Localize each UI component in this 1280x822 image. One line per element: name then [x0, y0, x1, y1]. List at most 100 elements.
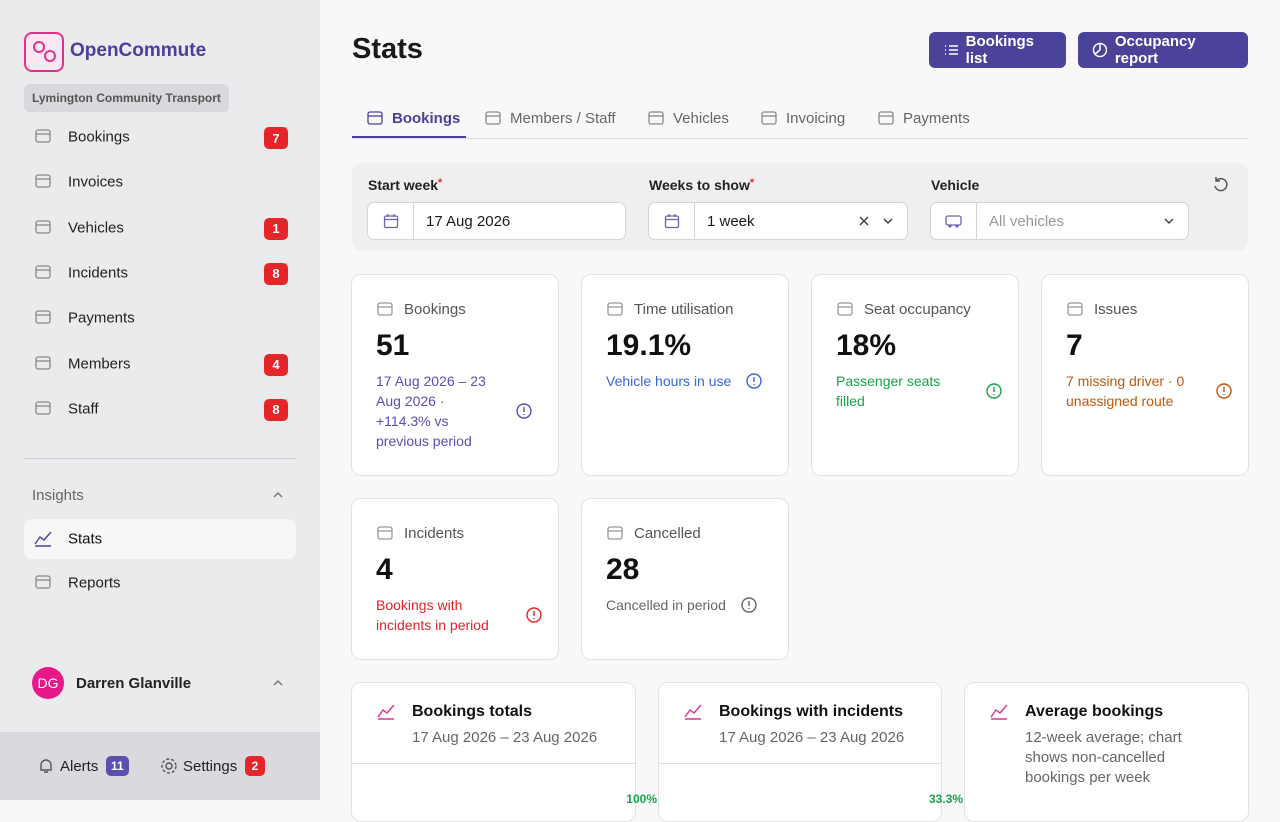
stat-value: 7 [1066, 329, 1083, 362]
stat-value: 51 [376, 329, 410, 362]
alerts-link[interactable]: Alerts [60, 758, 99, 775]
stat-icon [606, 300, 624, 318]
stat-card: Issues 7 7 missing driver · 0 unassigned r… [1041, 274, 1249, 476]
chevron[interactable] [272, 677, 284, 689]
description-icon [1215, 382, 1233, 400]
stat-header: Incidents [376, 524, 464, 542]
input-value: 17 Aug 2026 [426, 212, 511, 230]
stat-description: 7 missing driver · 0 unassigned route [1066, 371, 1233, 411]
tab[interactable]: Payments [877, 109, 970, 127]
icon-graphic [878, 111, 894, 125]
settings-badge: 2 [245, 756, 265, 776]
tab-label: Members / Staff [510, 109, 616, 127]
stat-description: Cancelled in period [606, 595, 758, 615]
input-icon [368, 203, 414, 239]
panel-subtitle: 17 Aug 2026 – 23 Aug 2026 [719, 729, 905, 746]
nav-link[interactable]: Reports [68, 574, 121, 592]
filter-label: Weeks to show* [649, 177, 754, 193]
nav-badge: 4 [264, 353, 288, 376]
tab-label: Vehicles [673, 109, 729, 127]
tab[interactable]: Vehicles [647, 109, 729, 127]
nav-icon [34, 308, 52, 326]
panel-title: Bookings totals [412, 703, 533, 720]
stat-icon [376, 300, 394, 318]
section-label[interactable]: Insights [32, 487, 84, 504]
icon-graphic [35, 129, 51, 143]
nav-link[interactable]: Incidents [68, 264, 129, 282]
stat-label: Time utilisation [634, 300, 734, 318]
nav-icon [34, 399, 52, 417]
avatar[interactable]: DG [32, 667, 64, 699]
icon-graphic [377, 526, 393, 540]
icon-graphic [377, 704, 395, 720]
nav-link[interactable]: Bookings [68, 128, 130, 146]
chevron[interactable] [881, 214, 895, 228]
bookings-list-button[interactable]: Bookings list [929, 32, 1066, 68]
brand-name[interactable]: OpenCommute [70, 40, 207, 61]
stat-card: Bookings 51 17 Aug 2026 – 23 Aug 2026 · +1… [351, 274, 559, 476]
panel-title: Bookings with incidents [719, 703, 904, 720]
filter-label: Start week* [368, 177, 442, 193]
stat-card: Incidents 4 Bookings with incidents in per… [351, 498, 559, 660]
organization-chip[interactable]: Lymington Community Transport [24, 84, 229, 112]
vehicle-select[interactable]: All vehicles [930, 202, 1189, 240]
calendar-icon [383, 214, 398, 229]
nav-link[interactable]: Staff [68, 400, 99, 418]
divider [24, 458, 296, 459]
nav-link[interactable]: Payments [68, 309, 135, 327]
button-label: Occupancy report [1114, 33, 1196, 67]
input-value: 1 week [707, 212, 755, 230]
stat-description: 17 Aug 2026 – 23 Aug 2026 · +114.3% vs p… [376, 371, 533, 451]
stat-header: Seat occupancy [836, 300, 971, 318]
stat-header: Time utilisation [606, 300, 733, 318]
description-text: Cancelled in period [606, 597, 726, 613]
calendar-icon [664, 214, 679, 229]
nav-link[interactable]: Members [68, 355, 131, 372]
stat-label: Incidents [404, 524, 465, 542]
chevron[interactable] [1162, 214, 1176, 228]
settings-link[interactable]: Settings [183, 758, 238, 775]
description-icon [740, 596, 758, 614]
icon-graphic [35, 310, 51, 324]
tab-icon [484, 109, 502, 127]
clear-icon[interactable] [857, 214, 871, 228]
icon-graphic [485, 111, 501, 125]
list-icon [945, 45, 958, 55]
bell-icon[interactable] [37, 757, 55, 775]
required-mark: * [438, 177, 443, 189]
stat-icon [376, 524, 394, 542]
nav-badge: 8 [264, 398, 288, 421]
nav-link[interactable]: Invoices [68, 173, 124, 191]
active-tab-underline [352, 136, 466, 138]
required-mark: * [749, 177, 755, 189]
panel-subtitle: 12-week average; chart shows non-cancell… [1025, 729, 1182, 786]
icon-graphic [990, 704, 1008, 720]
gear-icon[interactable] [160, 757, 178, 775]
label-text: Start week [368, 177, 439, 193]
page-title: Stats [352, 33, 423, 65]
stat-label: Seat occupancy [864, 300, 971, 318]
nav-link[interactable]: Stats [68, 530, 103, 548]
occupancy-report-button[interactable]: Occupancy report [1078, 32, 1248, 68]
reset-icon[interactable] [1212, 176, 1230, 194]
brand-logo[interactable] [24, 32, 64, 72]
tab[interactable]: Members / Staff [484, 109, 616, 127]
change-tag: 100% [626, 792, 657, 806]
panel-icon [990, 702, 1008, 720]
stat-label: Bookings [404, 300, 466, 318]
user-name[interactable]: Darren Glanville [76, 675, 192, 692]
panel-title: Average bookings [1025, 703, 1164, 720]
van-icon [944, 215, 962, 228]
chevron[interactable] [272, 489, 284, 501]
weeks-select[interactable]: 1 week [648, 202, 908, 240]
icon-graphic [607, 526, 623, 540]
start-week-input[interactable]: 17 Aug 2026 [367, 202, 626, 240]
tab[interactable]: Invoicing [760, 109, 845, 127]
alerts-badge: 11 [106, 756, 129, 776]
tab[interactable]: Bookings [366, 109, 460, 127]
panel-icon [684, 702, 702, 720]
chart-panel: Bookings with incidents 17 Aug 2026 – 23 … [658, 682, 963, 822]
button-label: Bookings list [965, 33, 1035, 67]
nav-link[interactable]: Vehicles [68, 219, 124, 237]
tab-icon [647, 109, 665, 127]
